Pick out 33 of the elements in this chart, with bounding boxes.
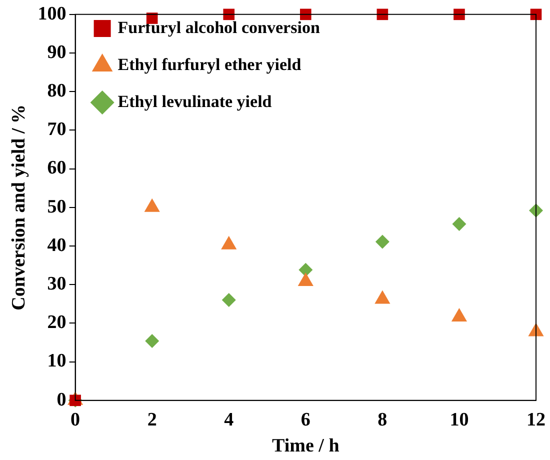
legend-label: Ethyl furfuryl ether yield bbox=[118, 54, 302, 74]
y-tick-label: 90 bbox=[47, 42, 66, 63]
y-tick-label: 20 bbox=[47, 312, 66, 334]
point bbox=[300, 8, 312, 20]
y-tick-label: 100 bbox=[38, 3, 66, 24]
y-tick-label: 80 bbox=[47, 80, 66, 102]
x-tick-label: 8 bbox=[378, 410, 388, 431]
y-axis-title: Conversion and yield / % bbox=[8, 104, 30, 310]
point bbox=[376, 8, 388, 20]
point bbox=[222, 293, 236, 308]
y-tick-label: 0 bbox=[56, 389, 66, 410]
x-axis-title: Time / h bbox=[272, 436, 340, 457]
x-tick-label: 6 bbox=[300, 410, 310, 431]
point bbox=[145, 334, 160, 348]
legend-label: Furfuryl alcohol conversion bbox=[118, 18, 320, 37]
x-tick-label: 4 bbox=[224, 410, 234, 431]
point bbox=[452, 217, 466, 231]
point bbox=[530, 8, 542, 20]
point bbox=[298, 262, 313, 277]
point bbox=[223, 8, 235, 20]
y-tick-label: 10 bbox=[47, 350, 66, 372]
x-tick-label: 2 bbox=[147, 410, 157, 431]
y-tick-label: 50 bbox=[47, 196, 66, 218]
x-tick-label: 12 bbox=[526, 410, 546, 431]
x-tick-label: 10 bbox=[450, 410, 469, 431]
legend-label: Ethyl levulinate yield bbox=[118, 92, 272, 111]
y-tick-label: 70 bbox=[47, 119, 66, 140]
y-tick-label: 60 bbox=[47, 158, 66, 179]
y-tick-label: 30 bbox=[47, 274, 66, 295]
x-tick-label: 0 bbox=[70, 410, 80, 431]
y-tick-label: 40 bbox=[47, 234, 66, 256]
point bbox=[375, 234, 390, 249]
point bbox=[454, 8, 465, 20]
